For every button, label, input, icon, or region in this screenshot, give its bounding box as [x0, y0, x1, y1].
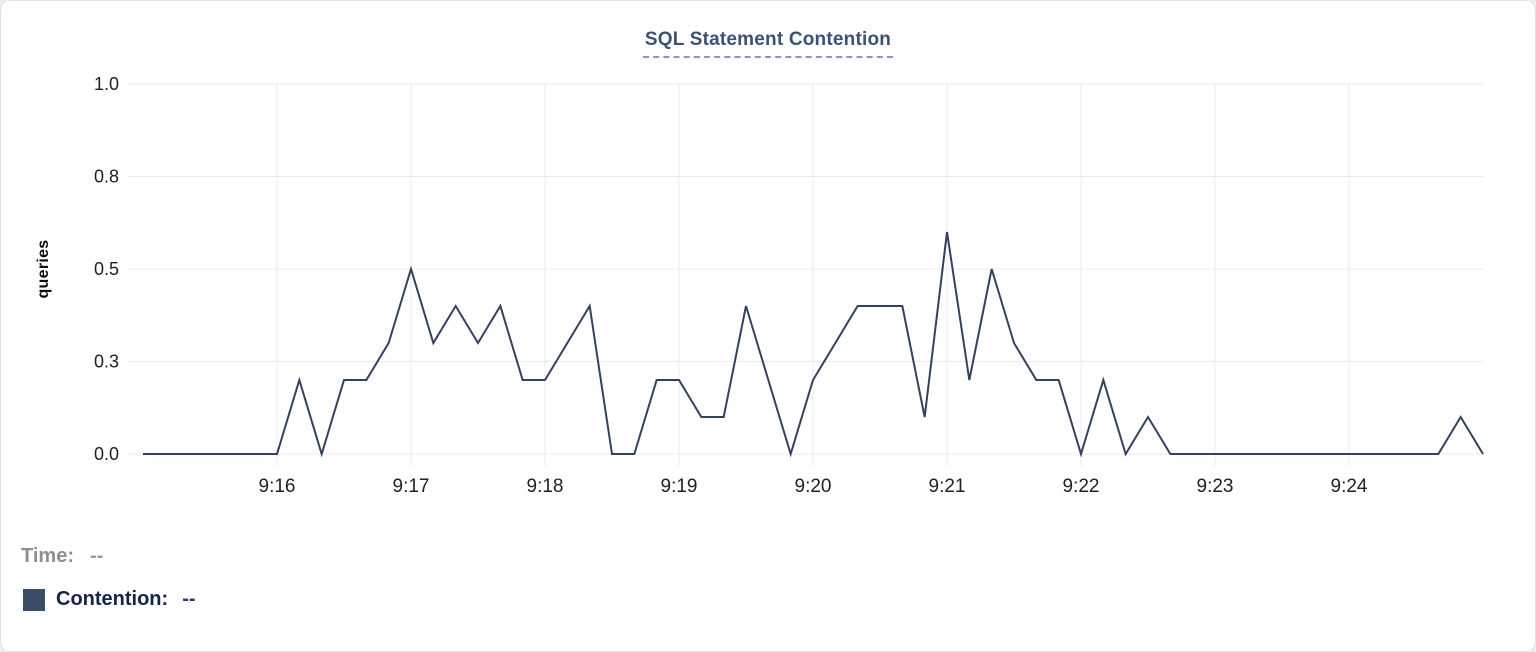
y-tick-label: 0.8 — [94, 167, 119, 187]
x-tick-label: 9:16 — [259, 476, 296, 497]
x-tick-label: 9:20 — [795, 476, 832, 497]
y-tick-label: 1.0 — [94, 74, 119, 94]
contention-series-line — [143, 231, 1484, 458]
x-tick-label: 9:21 — [929, 476, 966, 497]
x-tick-label: 9:22 — [1063, 476, 1100, 497]
legend-contention-value: -- — [182, 588, 196, 610]
y-axis-label: queries — [35, 239, 52, 298]
legend-contention-label: Contention: — [56, 588, 169, 610]
chart-header: SQL Statement Contention — [1, 29, 1535, 58]
legend-time-label: Time: — [21, 545, 74, 567]
x-tick-label: 9:18 — [527, 476, 564, 497]
contention-series-swatch — [23, 588, 45, 611]
x-tick-label: 9:23 — [1197, 476, 1234, 497]
x-tick-label: 9:24 — [1331, 476, 1368, 497]
x-tick-label: 9:17 — [393, 476, 430, 497]
legend-contention-row: Contention: -- — [23, 588, 196, 611]
contention-chart[interactable]: 9:16 9:17 9:18 9:19 9:20 9:21 9:22 9:23 9:24 1.0 0… — [1, 1, 1536, 526]
y-tick-label: 0.0 — [94, 444, 119, 464]
legend-time-value: -- — [89, 545, 104, 567]
x-tick-label: 9:19 — [661, 476, 698, 497]
chart-title[interactable]: SQL Statement Contention — [642, 29, 894, 58]
y-tick-label: 0.3 — [94, 352, 119, 372]
y-tick-label: 0.5 — [94, 259, 119, 279]
legend-time-row: Time: -- — [21, 545, 103, 568]
